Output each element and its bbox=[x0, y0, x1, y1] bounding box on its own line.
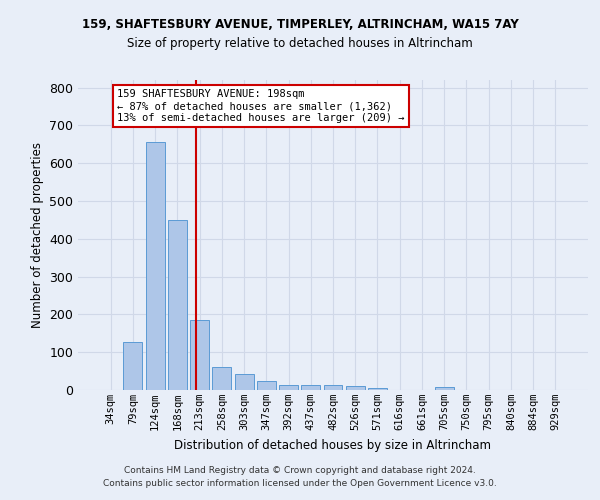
Bar bbox=[301, 385, 320, 390]
Text: 159, SHAFTESBURY AVENUE, TIMPERLEY, ALTRINCHAM, WA15 7AY: 159, SHAFTESBURY AVENUE, TIMPERLEY, ALTR… bbox=[82, 18, 518, 30]
Text: Size of property relative to detached houses in Altrincham: Size of property relative to detached ho… bbox=[127, 38, 473, 51]
Bar bbox=[212, 368, 231, 390]
Bar bbox=[168, 220, 187, 390]
Text: Contains HM Land Registry data © Crown copyright and database right 2024.
Contai: Contains HM Land Registry data © Crown c… bbox=[103, 466, 497, 487]
Bar bbox=[346, 386, 365, 390]
Bar bbox=[146, 142, 164, 390]
X-axis label: Distribution of detached houses by size in Altrincham: Distribution of detached houses by size … bbox=[175, 438, 491, 452]
Bar bbox=[235, 374, 254, 390]
Bar bbox=[368, 388, 387, 390]
Bar bbox=[435, 387, 454, 390]
Bar bbox=[279, 386, 298, 390]
Bar bbox=[323, 386, 343, 390]
Y-axis label: Number of detached properties: Number of detached properties bbox=[31, 142, 44, 328]
Text: 159 SHAFTESBURY AVENUE: 198sqm
← 87% of detached houses are smaller (1,362)
13% : 159 SHAFTESBURY AVENUE: 198sqm ← 87% of … bbox=[118, 90, 405, 122]
Bar bbox=[124, 342, 142, 390]
Bar bbox=[257, 380, 276, 390]
Bar bbox=[190, 320, 209, 390]
